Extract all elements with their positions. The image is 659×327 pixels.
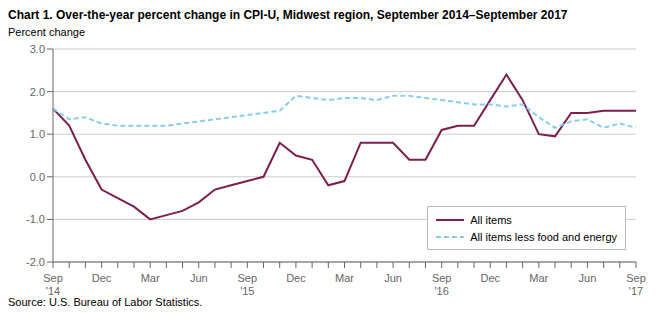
- svg-text:Sep'15: Sep'15: [238, 272, 258, 296]
- svg-text:Mar: Mar: [529, 272, 548, 284]
- svg-text:Sep'17: Sep'17: [626, 272, 646, 296]
- svg-text:0.0: 0.0: [30, 171, 45, 183]
- svg-text:3.0: 3.0: [30, 43, 45, 55]
- svg-text:Mar: Mar: [335, 272, 354, 284]
- svg-text:Sep'16: Sep'16: [432, 272, 452, 296]
- svg-text:1.0: 1.0: [30, 128, 45, 140]
- svg-text:Sep'14: Sep'14: [43, 272, 63, 296]
- svg-text:-1.0: -1.0: [26, 213, 45, 225]
- svg-text:2.0: 2.0: [30, 86, 45, 98]
- html-text:Source: U.S. Bureau of Labor S: Source: U.S. Bureau of Labor Statistics.: [8, 296, 203, 308]
- html-text:Chart 1. Over-the-year percent: Chart 1. Over-the-year percent change in…: [8, 8, 568, 22]
- svg-text:Dec: Dec: [92, 272, 112, 284]
- svg-text:Jun: Jun: [579, 272, 597, 284]
- svg-text:Dec: Dec: [286, 272, 306, 284]
- html-text:All items: All items: [470, 213, 512, 226]
- svg-text:Mar: Mar: [141, 272, 160, 284]
- svg-text:Dec: Dec: [480, 272, 500, 284]
- html-text:Percent change: Percent change: [8, 26, 86, 38]
- html-text:All items less food and energy: All items less food and energy: [470, 230, 617, 243]
- svg-text:-2.0: -2.0: [26, 256, 45, 268]
- svg-text:Jun: Jun: [384, 272, 402, 284]
- svg-text:Jun: Jun: [190, 272, 208, 284]
